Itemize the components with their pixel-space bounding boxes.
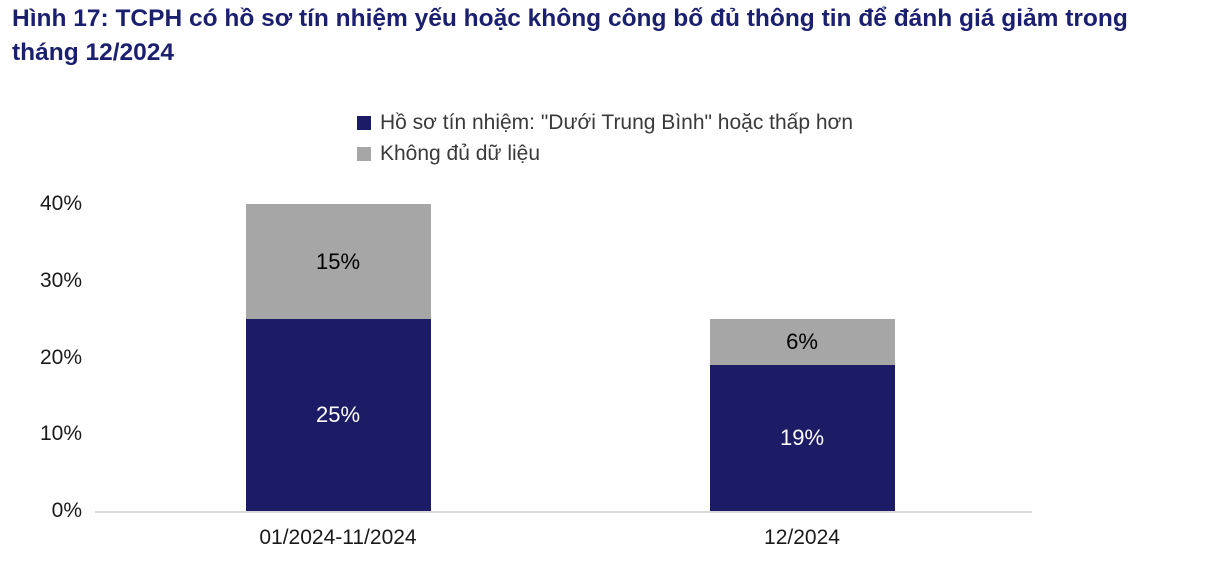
bar-segment: 19% [709,365,895,511]
y-tick-label: 20% [39,345,82,369]
legend-label-rating: Hồ sơ tín nhiệm: "Dưới Trung Bình" hoặc … [379,110,854,134]
bar-value-label: 6% [786,329,818,355]
y-tick-label: 40% [39,192,82,215]
category-label: 01/2024-11/2024 [259,526,417,549]
x-axis-line [95,511,1032,513]
y-tick-label: 10% [39,422,82,446]
bar-segment: 6% [709,319,895,366]
bar-value-label: 19% [779,425,825,451]
legend-item-rating: Hồ sơ tín nhiệm: "Dưới Trung Bình" hoặc … [356,107,854,138]
legend: Hồ sơ tín nhiệm: "Dưới Trung Bình" hoặc … [356,107,854,169]
page-title: Hình 17: TCPH có hồ sơ tín nhiệm yếu hoặ… [12,5,1128,66]
bar-segment: 15% [245,204,431,320]
category-label: 12/2024 [764,526,840,549]
bar-value-label: 25% [315,402,361,428]
y-tick-label: 0% [51,499,82,522]
legend-label-nodata: Không đủ dữ liệu [379,141,541,165]
legend-item-nodata: Không đủ dữ liệu [356,138,853,169]
bar-value-label: 15% [315,248,361,274]
legend-swatch-navy-icon [356,115,371,130]
y-tick-label: 30% [39,268,82,292]
legend-swatch-gray-icon [356,146,371,161]
bar-segment: 25% [245,319,431,511]
